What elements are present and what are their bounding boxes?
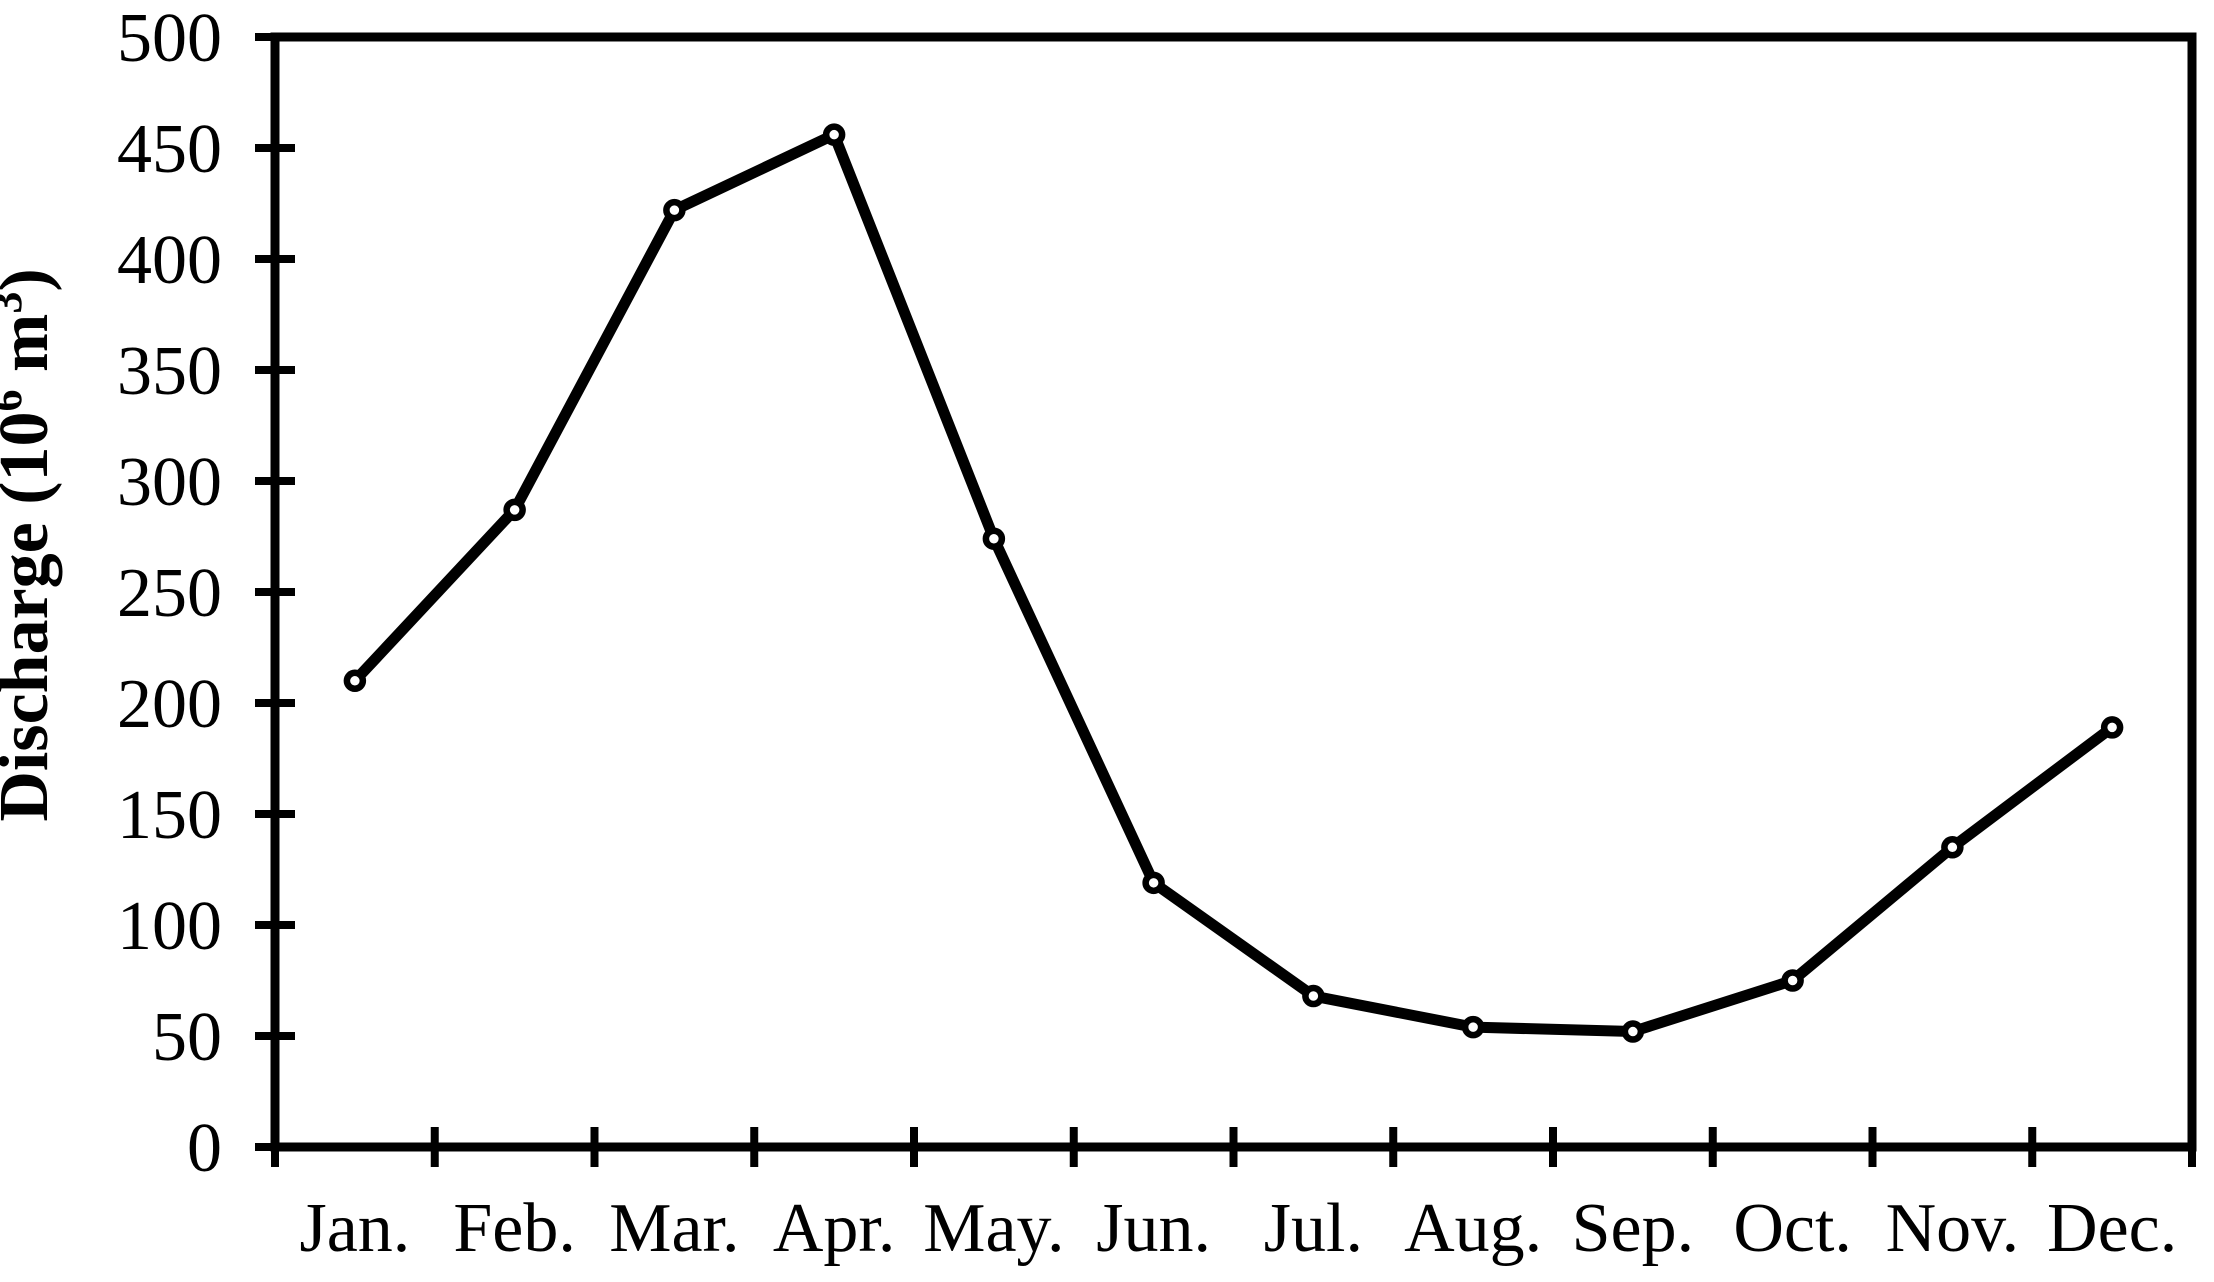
y-tick-label: 350 [117, 333, 222, 410]
y-tick-label: 250 [117, 555, 222, 632]
y-tick-label: 400 [117, 222, 222, 299]
y-tick-label: 450 [117, 111, 222, 188]
data-point-marker [503, 498, 526, 522]
x-axis-label: Feb. [453, 1190, 576, 1267]
data-point-marker [1302, 984, 1325, 1008]
x-axis-label: May. [923, 1190, 1064, 1267]
x-axis-label: Nov. [1886, 1190, 2020, 1267]
data-point-marker [1941, 836, 1964, 859]
plot-border [270, 32, 2197, 1152]
data-point-marker [2100, 716, 2124, 739]
y-tick-label: 300 [117, 444, 222, 521]
x-axis-label: Dec. [2047, 1190, 2177, 1267]
data-line [349, 129, 2118, 1038]
y-axis-title: Discharge (106 m3) [0, 268, 63, 821]
x-axis-label: Jun. [1096, 1190, 1211, 1267]
x-axis-label: Jan. [299, 1190, 410, 1267]
data-point-marker [663, 198, 686, 222]
y-tick-label: 0 [187, 1110, 222, 1187]
x-axis-label: Oct. [1733, 1190, 1852, 1267]
x-axis-label: Sep. [1572, 1190, 1695, 1267]
x-axis-label: Jul. [1264, 1190, 1363, 1267]
y-tick-label: 50 [152, 999, 222, 1076]
data-point-marker [343, 669, 367, 693]
x-axis-label: Mar. [609, 1190, 739, 1267]
data-point-marker [1621, 1020, 1645, 1043]
data-point-marker [1142, 871, 1165, 895]
y-tick-label: 200 [117, 666, 222, 743]
x-axis-label: Aug. [1404, 1190, 1542, 1267]
data-point-marker [822, 123, 846, 146]
y-tick-label: 150 [117, 777, 222, 854]
y-tick-label: 100 [117, 888, 222, 965]
data-point-marker [982, 527, 1006, 550]
x-axis-label: Apr. [773, 1190, 896, 1267]
data-point-marker [1461, 1015, 1485, 1039]
data-point-marker [1781, 969, 1804, 992]
y-tick-label: 500 [117, 0, 222, 77]
